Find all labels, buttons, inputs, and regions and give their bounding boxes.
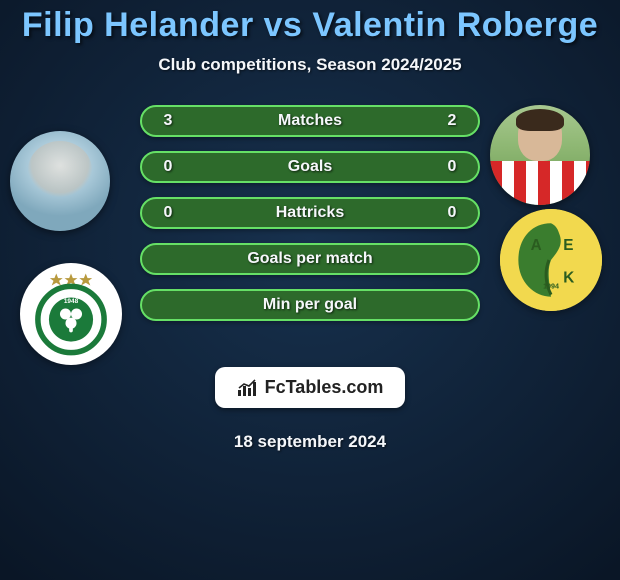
stat-bar: Min per goal [140, 289, 480, 321]
club-right-badge: A E K 1994 [500, 209, 602, 311]
chart-icon [237, 379, 259, 397]
stat-left-value: 0 [158, 158, 178, 176]
comparison-body: 1948 A E K 1994 3Matches20Goals00Hattric… [0, 113, 620, 363]
stat-bar: 0Hattricks0 [140, 197, 480, 229]
stat-bars: 3Matches20Goals00Hattricks0Goals per mat… [140, 105, 480, 335]
svg-text:A: A [531, 237, 542, 254]
svg-text:1948: 1948 [64, 298, 79, 305]
stat-label: Hattricks [178, 204, 442, 222]
stat-label: Min per goal [178, 296, 442, 314]
stat-bar: 3Matches2 [140, 105, 480, 137]
stat-label: Goals per match [178, 250, 442, 268]
brand-badge: FcTables.com [215, 367, 406, 408]
player-left-avatar [10, 131, 110, 231]
stat-left-value: 3 [158, 112, 178, 130]
comparison-title: Filip Helander vs Valentin Roberge [0, 6, 620, 45]
stat-right-value: 0 [442, 204, 462, 222]
season-subtitle: Club competitions, Season 2024/2025 [0, 55, 620, 75]
stat-bar: Goals per match [140, 243, 480, 275]
svg-text:K: K [563, 269, 574, 286]
snapshot-date: 18 september 2024 [0, 432, 620, 452]
stat-bar: 0Goals0 [140, 151, 480, 183]
stat-right-value: 0 [442, 158, 462, 176]
brand-text: FcTables.com [265, 377, 384, 398]
svg-text:1994: 1994 [543, 283, 559, 291]
stat-label: Matches [178, 112, 442, 130]
stat-label: Goals [178, 158, 442, 176]
svg-text:E: E [563, 237, 573, 254]
player-right-avatar [490, 105, 590, 205]
club-left-badge: 1948 [20, 263, 122, 365]
stat-left-value: 0 [158, 204, 178, 222]
stat-right-value: 2 [442, 112, 462, 130]
